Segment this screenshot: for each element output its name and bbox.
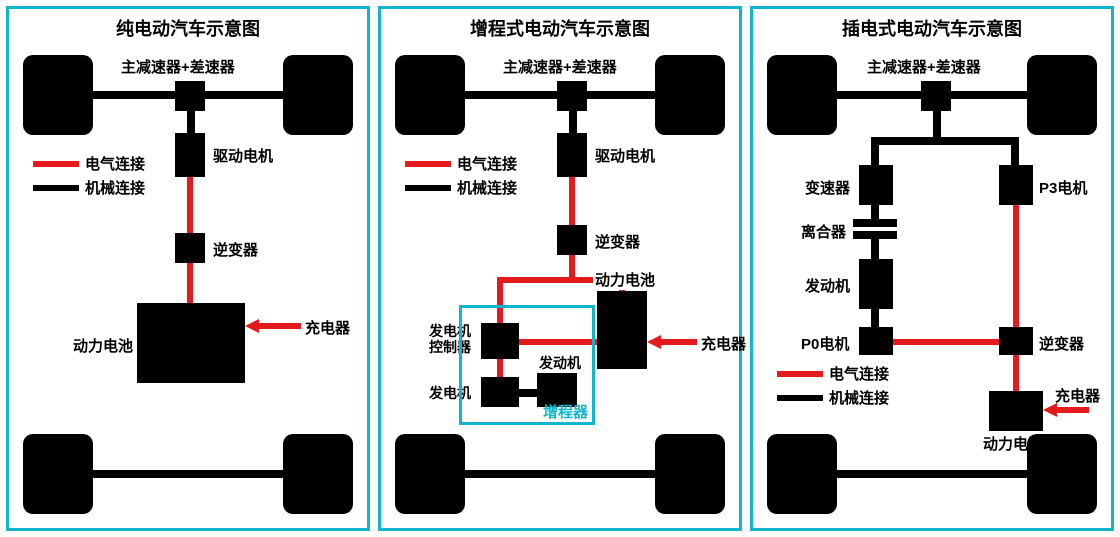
inverter-box	[175, 233, 205, 263]
p0-motor-box	[859, 327, 893, 355]
elec-p0-inverter	[893, 339, 999, 345]
charger-label: 充电器	[701, 333, 746, 354]
shaft-split-h	[871, 137, 1019, 145]
p0-motor-label: P0电机	[801, 333, 849, 354]
differential-label: 主减速器+差速器	[121, 56, 235, 77]
panel-title: 插电式电动汽车示意图	[753, 15, 1111, 41]
engine-box	[859, 259, 893, 309]
battery-box	[597, 291, 647, 369]
transmission-box	[859, 165, 893, 205]
wheel-fr	[655, 55, 725, 135]
legend-mech-swatch	[777, 395, 823, 401]
panel-title: 纯电动汽车示意图	[9, 15, 367, 41]
p3-motor-box	[999, 165, 1033, 205]
panel-phev: 插电式电动汽车示意图 主减速器+差速器 变速器 P3电机 离合器 发动机	[750, 6, 1114, 531]
charger-line	[1053, 407, 1089, 413]
charger-label: 充电器	[305, 317, 350, 338]
legend-mech-label: 机械连接	[829, 387, 889, 408]
legend-mech-swatch	[405, 185, 451, 191]
drive-motor-box	[175, 133, 205, 177]
differential-label: 主减速器+差速器	[867, 56, 981, 77]
shaft-diff-down	[933, 109, 941, 137]
wheel-rr	[283, 434, 353, 514]
shaft-split-right-down	[1011, 137, 1019, 165]
charger-line	[255, 323, 301, 329]
charger-arrow-icon	[245, 319, 259, 333]
inverter-label: 逆变器	[213, 239, 258, 260]
legend-mech-label: 机械连接	[85, 177, 145, 198]
range-extender-label: 增程器	[543, 401, 588, 422]
shaft-diff-motor	[187, 109, 195, 133]
wheel-fl	[395, 55, 465, 135]
differential-box	[921, 81, 951, 111]
elec-inverter-battery	[1013, 355, 1019, 391]
legend-elec-label: 电气连接	[85, 153, 145, 174]
elec-p3-inverter	[1013, 205, 1019, 327]
shaft-trans-clutch	[871, 205, 879, 219]
differential-box	[175, 81, 205, 111]
battery-label: 动力电池	[73, 335, 133, 356]
clutch-label: 离合器	[801, 221, 846, 242]
wheel-fr	[283, 55, 353, 135]
charger-label: 充电器	[1055, 385, 1100, 406]
engine-label: 发动机	[805, 275, 850, 296]
panel-bev: 纯电动汽车示意图 主减速器+差速器 驱动电机 逆变器 动力电池 充电器	[6, 6, 370, 531]
wheel-rl	[23, 434, 93, 514]
battery-label: 动力电池	[983, 433, 1043, 454]
shaft-diff-motor	[569, 109, 577, 133]
differential-box	[557, 81, 587, 111]
battery-box	[137, 303, 245, 383]
legend-mech-swatch	[33, 185, 79, 191]
drive-motor-label: 驱动电机	[595, 145, 655, 166]
transmission-label: 变速器	[805, 177, 850, 198]
drive-motor-box	[557, 133, 587, 177]
charger-arrow-icon	[647, 335, 661, 349]
elec-motor-inverter	[569, 177, 575, 225]
rear-axle	[89, 470, 287, 478]
drive-motor-label: 驱动电机	[213, 145, 273, 166]
clutch-plate-top	[853, 219, 897, 227]
shaft-split-left-down	[871, 137, 879, 165]
inverter-box	[999, 327, 1033, 355]
legend-elec-label: 电气连接	[457, 153, 517, 174]
elec-motor-inverter	[187, 177, 193, 233]
legend-elec-swatch	[405, 161, 451, 167]
shaft-engine-p0	[871, 309, 879, 327]
rear-axle	[833, 470, 1031, 478]
wheel-rl	[767, 434, 837, 514]
clutch-plate-bot	[853, 231, 897, 239]
inverter-box	[557, 225, 587, 255]
wheel-fl	[23, 55, 93, 135]
differential-label: 主减速器+差速器	[503, 56, 617, 77]
rear-axle	[461, 470, 659, 478]
inverter-label: 逆变器	[595, 231, 640, 252]
legend-elec-label: 电气连接	[829, 363, 889, 384]
legend-elec-swatch	[777, 371, 823, 377]
wheel-fl	[767, 55, 837, 135]
wheel-rl	[395, 434, 465, 514]
panel-erev: 增程式电动汽车示意图 主减速器+差速器 驱动电机 逆变器 动力电池 发电机	[378, 6, 742, 531]
panel-title: 增程式电动汽车示意图	[381, 15, 739, 41]
legend-mech-label: 机械连接	[457, 177, 517, 198]
p3-motor-label: P3电机	[1039, 177, 1087, 198]
wheel-rr	[655, 434, 725, 514]
charger-line	[657, 339, 697, 345]
inverter-label: 逆变器	[1039, 333, 1084, 354]
battery-box	[989, 391, 1043, 431]
battery-label: 动力电池	[593, 269, 657, 290]
wheel-fr	[1027, 55, 1097, 135]
elec-inverter-battery	[187, 263, 193, 303]
diagram-wrap: 纯电动汽车示意图 主减速器+差速器 驱动电机 逆变器 动力电池 充电器	[0, 0, 1120, 537]
shaft-clutch-engine	[871, 239, 879, 259]
legend-elec-swatch	[33, 161, 79, 167]
